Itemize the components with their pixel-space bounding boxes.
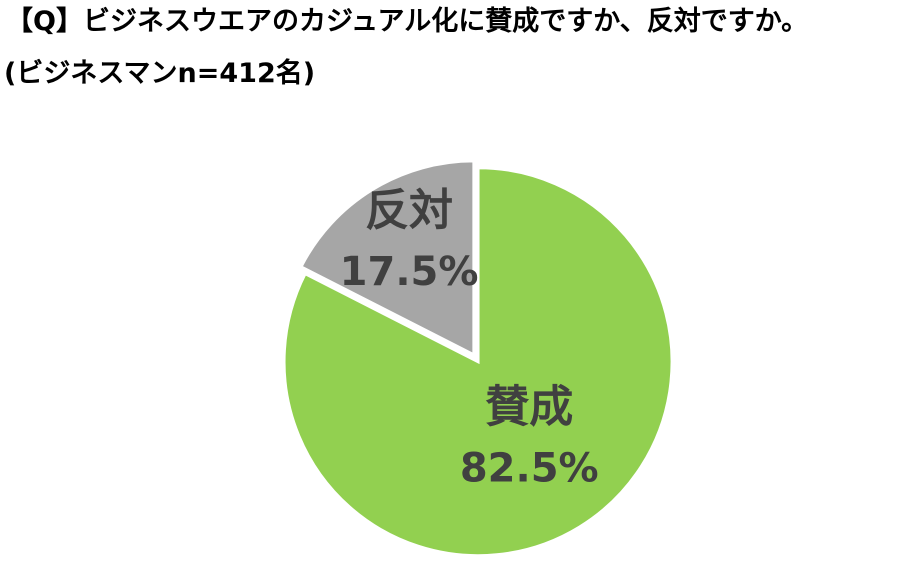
chart-subtitle: (ビジネスマンn=412名) [4,57,315,89]
chart-title: 【Q】ビジネスウエアのカジュアル化に賛成ですか、反対ですか。 [6,6,808,37]
slice-value-label: 17.5% [340,249,479,295]
slice-category-label: 賛成 [485,381,573,432]
pie-slice [298,159,476,358]
slice-value-label: 82.5% [460,445,599,491]
slice-category-label: 反対 [365,185,453,236]
pie-slice [282,166,674,558]
